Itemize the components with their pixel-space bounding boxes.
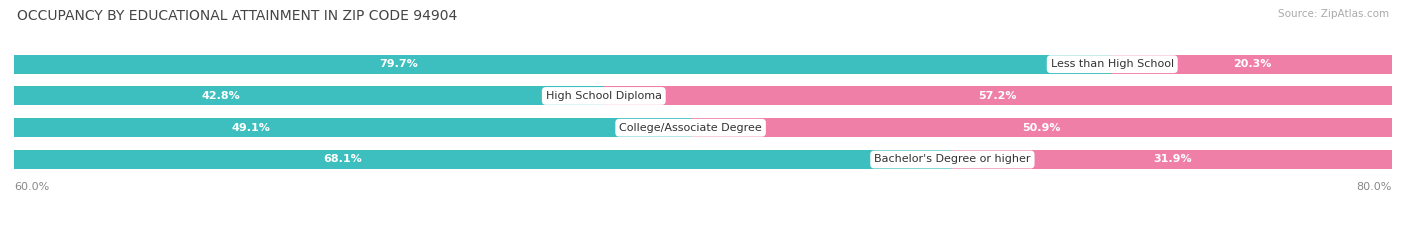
Bar	[14, 118, 690, 137]
Text: 31.9%: 31.9%	[1153, 154, 1191, 164]
Bar	[1112, 55, 1392, 74]
Text: 49.1%: 49.1%	[232, 123, 270, 133]
Text: 57.2%: 57.2%	[979, 91, 1017, 101]
Bar	[952, 150, 1392, 169]
Text: Less than High School: Less than High School	[1050, 59, 1174, 69]
Text: High School Diploma: High School Diploma	[546, 91, 662, 101]
Text: 50.9%: 50.9%	[1022, 123, 1060, 133]
Bar	[14, 55, 1112, 74]
Bar	[690, 118, 1392, 137]
Bar	[14, 55, 1392, 74]
Text: 60.0%: 60.0%	[14, 182, 49, 192]
Text: 42.8%: 42.8%	[201, 91, 240, 101]
Text: 68.1%: 68.1%	[323, 154, 361, 164]
Text: OCCUPANCY BY EDUCATIONAL ATTAINMENT IN ZIP CODE 94904: OCCUPANCY BY EDUCATIONAL ATTAINMENT IN Z…	[17, 9, 457, 23]
Bar	[14, 150, 952, 169]
Bar	[14, 150, 1392, 169]
Text: Source: ZipAtlas.com: Source: ZipAtlas.com	[1278, 9, 1389, 19]
Text: 20.3%: 20.3%	[1233, 59, 1271, 69]
Bar	[14, 86, 603, 106]
Bar	[14, 86, 1392, 106]
Text: 79.7%: 79.7%	[380, 59, 418, 69]
Text: College/Associate Degree: College/Associate Degree	[619, 123, 762, 133]
Text: 80.0%: 80.0%	[1357, 182, 1392, 192]
Bar	[14, 118, 1392, 137]
Bar	[603, 86, 1392, 106]
Text: Bachelor's Degree or higher: Bachelor's Degree or higher	[875, 154, 1031, 164]
